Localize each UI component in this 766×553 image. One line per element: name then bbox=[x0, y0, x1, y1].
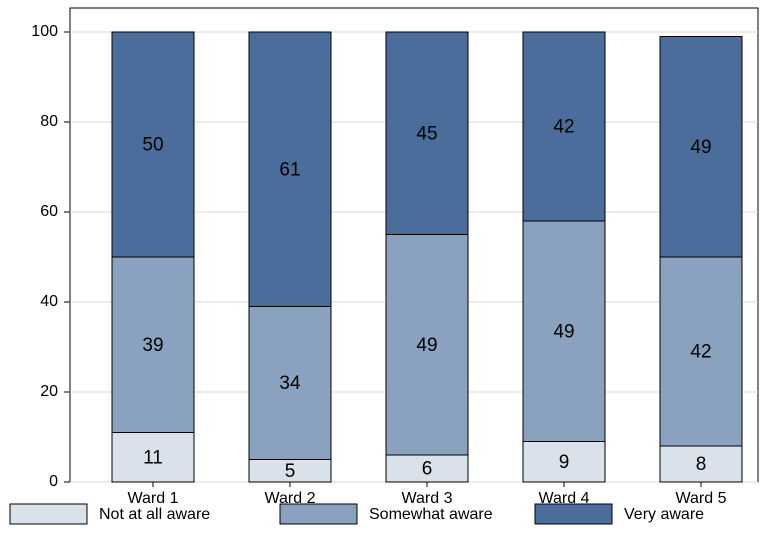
value-label: 49 bbox=[553, 321, 574, 342]
legend-label: Somewhat aware bbox=[369, 506, 493, 523]
x-tick-label: Ward 5 bbox=[676, 490, 727, 507]
x-tick-label: Ward 1 bbox=[128, 490, 179, 507]
value-label: 8 bbox=[696, 454, 707, 475]
bar-segment bbox=[385, 234, 469, 456]
legend-swatch bbox=[9, 503, 88, 525]
bar-segment bbox=[248, 31, 332, 307]
legend-swatch bbox=[279, 503, 358, 525]
y-tick-label: 80 bbox=[40, 113, 58, 130]
x-tick-label: Ward 2 bbox=[265, 490, 316, 507]
bar-segment bbox=[522, 220, 606, 442]
bar-segment bbox=[659, 445, 743, 483]
x-tick-label: Ward 4 bbox=[539, 490, 590, 507]
x-tick-label: Ward 3 bbox=[402, 490, 453, 507]
y-tick-label: 40 bbox=[40, 293, 58, 310]
value-label: 49 bbox=[416, 335, 437, 356]
y-tick-label: 60 bbox=[40, 203, 58, 220]
bar-segment bbox=[248, 306, 332, 460]
bar-segment bbox=[385, 454, 469, 483]
y-tick-label: 0 bbox=[49, 473, 58, 490]
bar-segment bbox=[659, 36, 743, 258]
value-label: 5 bbox=[285, 461, 296, 482]
bar-segment bbox=[385, 31, 469, 235]
bar-segment bbox=[522, 441, 606, 483]
value-label: 11 bbox=[143, 447, 163, 468]
value-label: 42 bbox=[690, 342, 711, 363]
value-label: 50 bbox=[142, 135, 163, 156]
bar-segment bbox=[522, 31, 606, 222]
y-tick-label: 20 bbox=[40, 383, 58, 400]
value-label: 49 bbox=[690, 137, 711, 158]
value-label: 6 bbox=[422, 459, 433, 480]
value-label: 34 bbox=[279, 373, 301, 394]
legend-label: Very aware bbox=[624, 506, 704, 523]
legend-swatch bbox=[534, 503, 613, 525]
value-label: 39 bbox=[142, 335, 163, 356]
bar-segment bbox=[111, 432, 195, 483]
value-label: 45 bbox=[416, 123, 437, 144]
value-label: 9 bbox=[559, 452, 570, 473]
legend-label: Not at all aware bbox=[99, 506, 210, 523]
bar-segment bbox=[659, 256, 743, 447]
bar-segment bbox=[111, 256, 195, 433]
value-label: 61 bbox=[279, 159, 300, 180]
value-label: 42 bbox=[553, 117, 574, 138]
bar-segment bbox=[111, 31, 195, 258]
y-tick-label: 100 bbox=[31, 23, 58, 40]
